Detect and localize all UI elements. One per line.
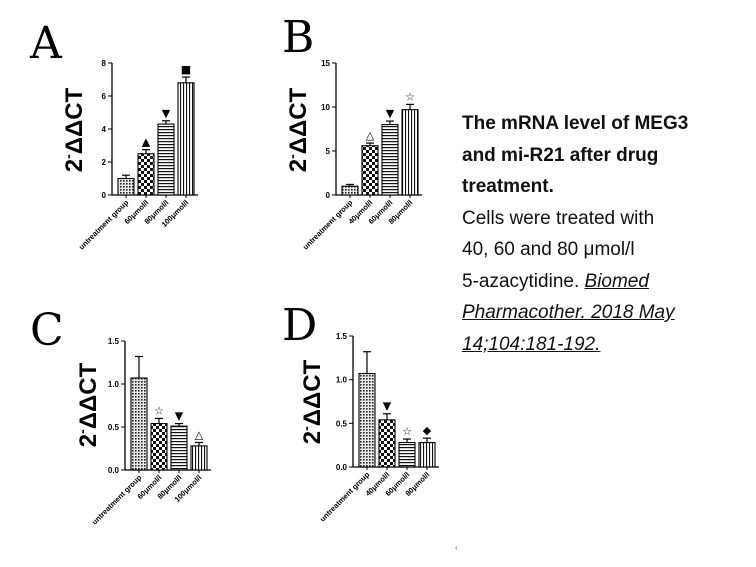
caption-title-line-2: and mi-R21 after drug bbox=[462, 144, 659, 166]
bar bbox=[378, 419, 396, 468]
y-tick-label: 0.0 bbox=[108, 466, 120, 475]
significance-marker: ▼ bbox=[175, 410, 184, 423]
panel-letter: D bbox=[282, 300, 317, 351]
significance-marker: ☆ bbox=[154, 404, 164, 417]
y-axis-label: 2-ΔΔCT bbox=[284, 87, 312, 172]
category-label: untreatment group bbox=[318, 470, 372, 524]
figure-caption: The mRNA level of MEG3 and mi-R21 after … bbox=[462, 108, 752, 360]
significance-marker: △ bbox=[366, 129, 375, 142]
significance-marker: ▲ bbox=[142, 136, 151, 149]
bar bbox=[170, 425, 188, 471]
reference-link-part-2[interactable]: Pharmacother. 2018 May bbox=[462, 302, 675, 323]
reference-link-part-3[interactable]: 14;104:181-192. bbox=[462, 333, 601, 355]
bar bbox=[381, 124, 399, 196]
y-tick-label: 0 bbox=[102, 191, 107, 200]
y-axis-label: 2-ΔΔCT bbox=[60, 87, 88, 172]
significance-marker: ▼ bbox=[162, 107, 171, 120]
bar bbox=[177, 82, 195, 196]
y-tick-label: 0.5 bbox=[108, 423, 120, 432]
panel-letter: A bbox=[29, 18, 63, 69]
bar bbox=[361, 145, 379, 196]
caption-title-line-3: treatment. bbox=[462, 176, 554, 197]
y-tick-label: 15 bbox=[321, 59, 330, 68]
y-tick-label: 1.0 bbox=[108, 380, 120, 389]
category-label: untreatment group bbox=[90, 473, 144, 527]
y-tick-label: 1.0 bbox=[336, 376, 348, 385]
significance-marker: ☆ bbox=[402, 425, 412, 438]
y-tick-label: 1.5 bbox=[336, 332, 348, 341]
y-tick-label: 6 bbox=[102, 92, 107, 101]
bar bbox=[117, 177, 135, 196]
stray-mark: ‹ bbox=[455, 543, 458, 552]
y-tick-label: 5 bbox=[326, 147, 331, 156]
caption-body-text: 5-azacytidine. bbox=[462, 270, 585, 292]
caption-ref-line-2: Pharmacother. 2018 May bbox=[462, 297, 752, 329]
significance-marker: ▼ bbox=[386, 107, 395, 120]
significance-marker: ☆ bbox=[405, 90, 415, 103]
panel-letter: C bbox=[30, 305, 64, 356]
bar bbox=[150, 423, 168, 471]
panel-letter: B bbox=[282, 12, 314, 63]
bar bbox=[130, 377, 148, 471]
bar bbox=[358, 373, 376, 468]
reference-link-part-1[interactable]: Biomed bbox=[584, 270, 649, 292]
y-tick-label: 10 bbox=[321, 103, 330, 112]
bar bbox=[398, 441, 416, 468]
y-tick-label: 2 bbox=[102, 158, 107, 167]
category-label: untreatment group bbox=[301, 198, 355, 252]
bar bbox=[157, 123, 175, 196]
significance-marker: △ bbox=[195, 428, 204, 441]
y-tick-label: 1.5 bbox=[108, 337, 120, 346]
y-tick-label: 4 bbox=[102, 125, 107, 134]
bar bbox=[137, 153, 155, 196]
bar bbox=[401, 109, 419, 196]
y-tick-label: 0 bbox=[326, 191, 331, 200]
y-tick-label: 8 bbox=[102, 59, 107, 68]
category-label: untreatment group bbox=[77, 198, 131, 252]
caption-body-line-1: Cells were treated with bbox=[462, 207, 655, 229]
y-axis-label: 2-ΔΔCT bbox=[298, 359, 326, 444]
bar bbox=[418, 441, 436, 468]
caption-title-line-1: The mRNA level of MEG3 bbox=[462, 113, 689, 134]
caption-body-line-3: 5-azacytidine. Biomed bbox=[462, 266, 752, 298]
y-axis-label: 2-ΔΔCT bbox=[74, 362, 102, 447]
bar bbox=[341, 185, 359, 196]
significance-marker: ▼ bbox=[383, 400, 392, 413]
bar bbox=[190, 445, 208, 471]
caption-ref-line-3: 14;104:181-192. bbox=[462, 329, 752, 361]
caption-body-line-2: 40, 60 and 80 μmol/l bbox=[462, 239, 635, 260]
significance-marker: ■ bbox=[181, 63, 191, 76]
y-tick-label: 0.5 bbox=[336, 419, 348, 428]
y-tick-label: 0.0 bbox=[336, 463, 348, 472]
significance-marker: ◆ bbox=[423, 424, 432, 437]
